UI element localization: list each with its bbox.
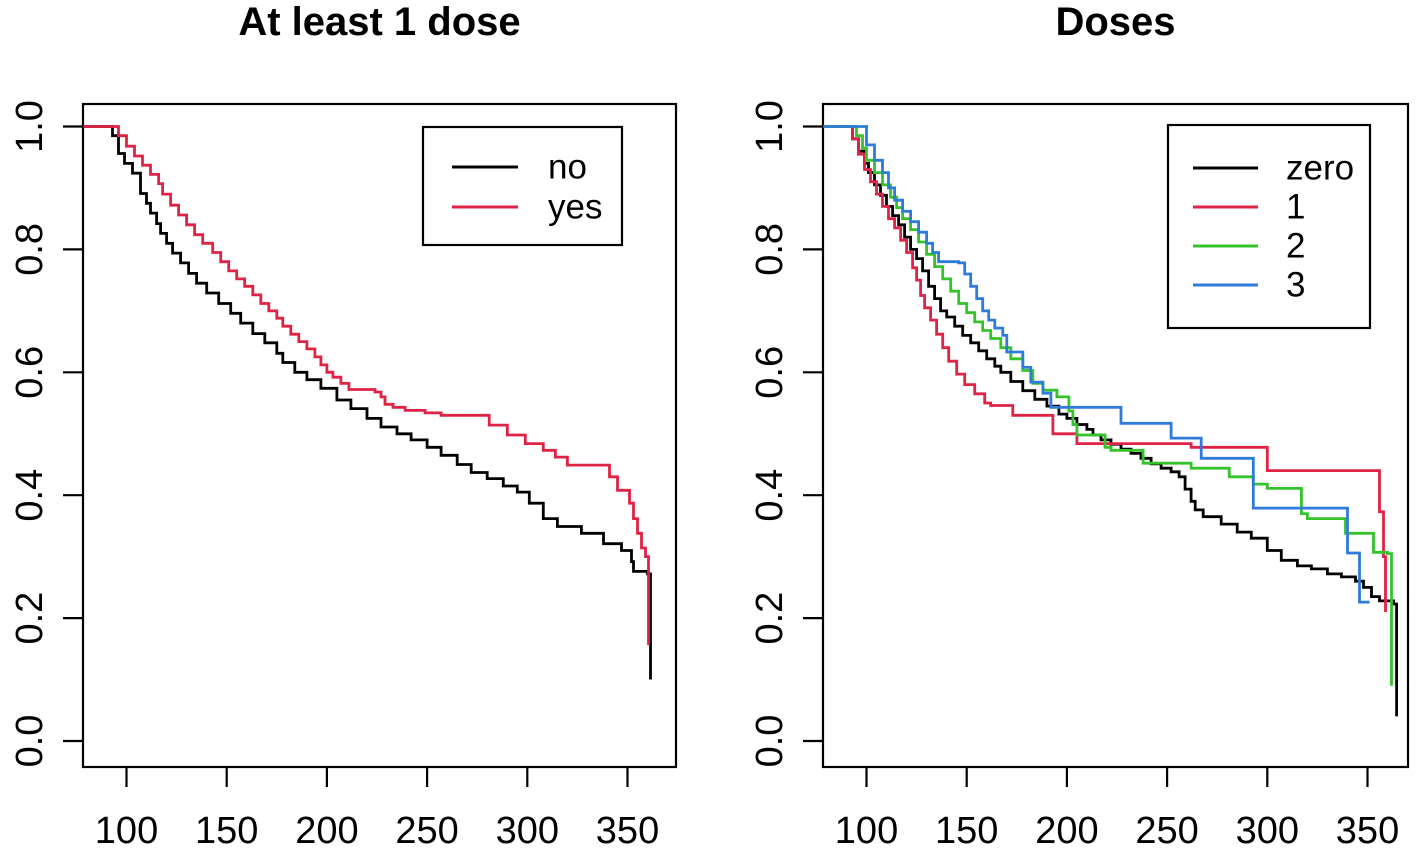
legend-label: 2 — [1286, 227, 1305, 266]
y-tick-label: 0.2 — [749, 592, 791, 645]
x-tick-label: 300 — [496, 810, 559, 851]
y-tick-label: 1.0 — [749, 100, 791, 153]
series-curve-yes — [83, 125, 650, 646]
y-tick-label: 0.0 — [9, 715, 51, 768]
x-tick-label: 250 — [1135, 810, 1198, 851]
series-curve-1 — [823, 125, 1387, 612]
x-tick-label: 350 — [1336, 810, 1399, 851]
y-tick-label: 0.6 — [9, 346, 51, 399]
x-tick-label: 350 — [596, 810, 659, 851]
legend-label: zero — [1286, 149, 1354, 188]
x-tick-label: 150 — [935, 810, 998, 851]
legend-box — [1166, 123, 1372, 330]
y-tick-label: 0.4 — [9, 469, 51, 522]
right-panel-title: Doses — [1055, 0, 1176, 44]
y-tick-label: 0.4 — [749, 469, 791, 522]
legend-label: 1 — [1286, 188, 1305, 227]
legend-label: yes — [548, 188, 602, 227]
x-tick-label: 100 — [95, 810, 158, 851]
legend-label: no — [548, 148, 587, 187]
plot-box — [81, 102, 678, 769]
legend-box — [421, 125, 624, 247]
x-tick-label: 200 — [295, 810, 358, 851]
plot-panel-right: 100 150 200 250 300 350 0.0 0.2 0.4 0.6 0.8 1.0 zero… — [749, 100, 1410, 851]
x-tick-label: 250 — [395, 810, 458, 851]
x-tick-label: 200 — [1035, 810, 1098, 851]
plot-panel-left: 100 150 200 250 300 350 0.0 0.2 0.4 0.6 0.8 1.0 noye… — [9, 100, 678, 851]
y-tick-label: 0.0 — [749, 715, 791, 768]
series-curve-3 — [823, 125, 1370, 604]
y-tick-label: 0.8 — [749, 223, 791, 276]
plot-box — [821, 102, 1410, 769]
x-tick-label: 150 — [195, 810, 258, 851]
y-tick-label: 1.0 — [9, 100, 51, 153]
left-panel-title: At least 1 dose — [238, 0, 521, 44]
y-tick-label: 0.8 — [9, 223, 51, 276]
legend-label: 3 — [1286, 266, 1305, 305]
y-tick-label: 0.6 — [749, 346, 791, 399]
x-tick-label: 100 — [835, 810, 898, 851]
x-tick-label: 300 — [1236, 810, 1299, 851]
series-curve-no — [83, 125, 652, 680]
y-tick-label: 0.2 — [9, 592, 51, 645]
